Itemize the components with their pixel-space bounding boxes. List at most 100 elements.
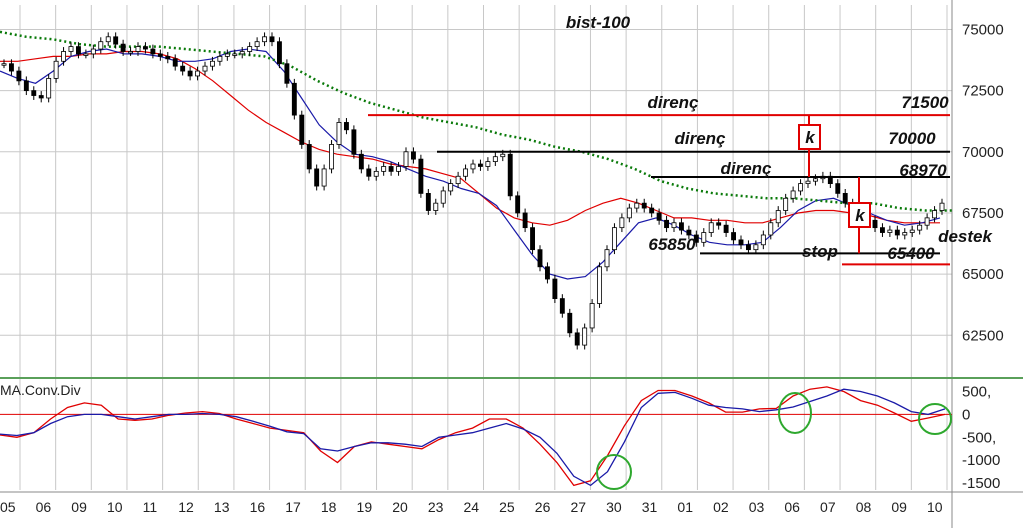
candle-body (812, 178, 818, 182)
candle-body (433, 202, 439, 211)
x-tick-label: 09 (891, 499, 907, 515)
x-tick-label: 18 (321, 499, 337, 515)
k-label-upper: k (805, 128, 816, 147)
candle-body (686, 229, 692, 236)
candle-body (589, 303, 595, 329)
candle-body (537, 249, 543, 268)
candle-body (291, 82, 297, 116)
macd-main-polyline (0, 388, 946, 487)
candle-body (760, 234, 766, 246)
candle-body (701, 232, 707, 243)
candle-body (619, 217, 625, 229)
macd-lines (0, 386, 952, 487)
candle-body (768, 222, 774, 236)
candle-body (738, 239, 744, 246)
candle-body (8, 63, 14, 72)
candle-body (358, 153, 364, 170)
x-tick-label: 01 (677, 499, 693, 515)
candle-body (351, 129, 357, 155)
x-tick-label: 20 (392, 499, 408, 515)
candle-body (552, 278, 558, 300)
candle-body (68, 46, 74, 52)
x-tick-label: 19 (357, 499, 373, 515)
candle-body (790, 190, 796, 199)
candle-body (239, 51, 245, 55)
candle-body (165, 55, 171, 60)
candle-body (783, 197, 789, 211)
candle-body (128, 51, 134, 54)
ema-red-polyline (0, 50, 940, 226)
candle-body (232, 53, 238, 56)
candles (1, 32, 945, 350)
candle-body (641, 202, 647, 209)
k-box-lower (848, 202, 871, 228)
candle-body (440, 190, 446, 204)
candle-body (276, 41, 282, 65)
candle-body (1, 63, 7, 66)
annotation-value-71500: 71500 (901, 93, 949, 112)
candle-body (381, 166, 387, 172)
annotation-value-65850: 65850 (648, 235, 696, 254)
x-tick-label: 11 (143, 499, 158, 515)
y-axis-labels: 62500 65000 67500 70000 72500 75000 (962, 21, 1004, 344)
candle-body (924, 217, 930, 226)
candle-body (753, 244, 759, 251)
candle-body (522, 212, 528, 229)
candle-body (626, 207, 632, 219)
candle-body (113, 36, 119, 45)
candle-body (209, 60, 215, 67)
candle-body (195, 70, 201, 77)
candle-body (887, 229, 893, 233)
candle-body (745, 244, 751, 251)
macd-y-tick-label: -500, (962, 429, 996, 446)
candle-body (693, 234, 699, 243)
candle-body (105, 36, 111, 43)
candle-body (515, 195, 521, 214)
k-box-upper (798, 124, 821, 150)
candle-body (649, 207, 655, 214)
candle-body (909, 229, 915, 233)
y-tick-label: 65000 (962, 266, 1004, 283)
candle-body (879, 227, 885, 233)
candle-body (559, 298, 565, 314)
k-label-lower: k (855, 206, 866, 225)
x-tick-label: 05 (0, 499, 16, 515)
candle-body (157, 53, 163, 57)
candle-body (507, 153, 513, 197)
x-tick-label: 03 (749, 499, 765, 515)
x-tick-label: 02 (713, 499, 729, 515)
candle-body (455, 175, 461, 185)
x-tick-label: 24 (464, 499, 480, 515)
ma-green-polyline (0, 30, 952, 212)
candle-body (448, 183, 454, 192)
candle-body (217, 55, 223, 62)
x-tick-label: 17 (285, 499, 301, 515)
candle-body (567, 312, 573, 334)
y-tick-label: 67500 (962, 205, 1004, 222)
macd-y-axis-labels: 500, 0 -500, -1000 -1500 (962, 383, 1000, 492)
candle-body (671, 222, 677, 229)
highlight-circle-3 (918, 403, 952, 435)
candle-body (75, 46, 81, 55)
candle-body (306, 144, 312, 170)
candle-body (135, 46, 141, 52)
candle-body (530, 227, 536, 251)
candle-body (470, 163, 476, 170)
candle-body (23, 80, 29, 92)
candle-body (775, 210, 781, 224)
x-tick-label: 10 (107, 499, 123, 515)
annotation-lines (368, 114, 950, 266)
y-tick-label: 75000 (962, 21, 1004, 38)
candle-body (716, 222, 722, 226)
candle-body (842, 192, 848, 204)
candle-body (492, 156, 498, 162)
annotation-label-stop: stop (802, 242, 838, 261)
candle-body (656, 212, 662, 221)
candle-body (254, 41, 260, 47)
candle-body (38, 95, 44, 99)
x-tick-label: 13 (214, 499, 230, 515)
annotation-label-direnc-2: direnç (674, 129, 726, 148)
x-tick-label: 06 (784, 499, 800, 515)
candle-body (597, 266, 603, 304)
